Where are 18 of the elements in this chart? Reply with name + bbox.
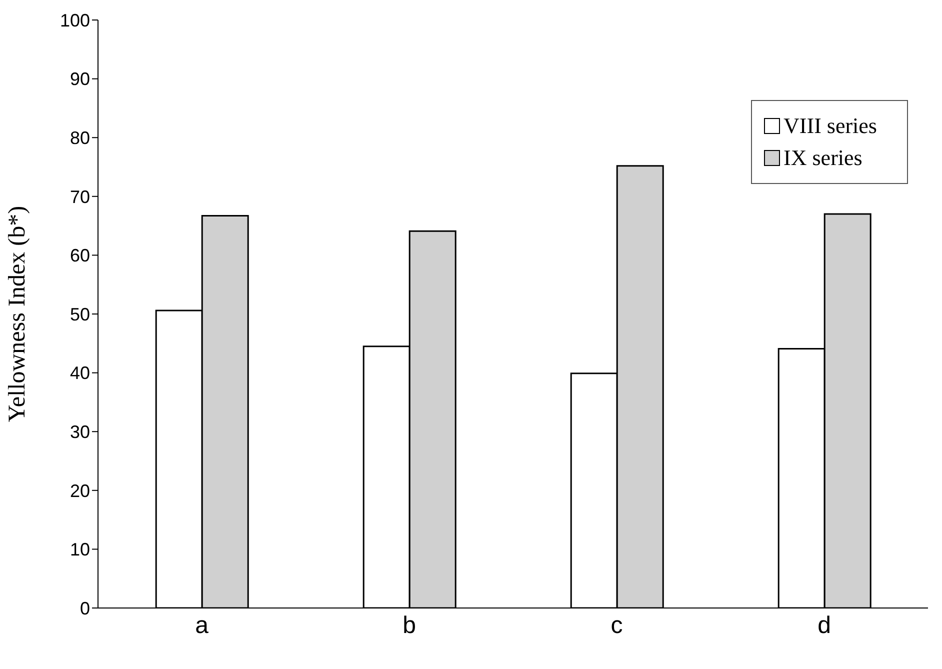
x-tick-label: c (610, 612, 623, 640)
x-tick-label: a (195, 612, 210, 640)
y-tick-label: 20 (70, 480, 90, 501)
y-tick-label: 50 (70, 304, 90, 324)
y-tick-label: 30 (70, 422, 90, 442)
y-tick-label: 70 (70, 186, 90, 207)
y-tick-label: 10 (70, 540, 90, 560)
x-tick-label: d (818, 612, 831, 640)
y-tick-label: 90 (70, 69, 90, 90)
x-tick-label: b (402, 612, 416, 640)
y-tick-label: 40 (70, 363, 90, 384)
y-tick-label: 100 (60, 10, 90, 30)
y-tick-label: 0 (80, 598, 90, 618)
y-axis-title: Yellowness Index (b*) (4, 206, 31, 422)
legend-label: IX series (784, 145, 862, 171)
y-tick-label: 60 (70, 246, 90, 266)
legend-label: VIII series (784, 113, 877, 139)
y-tick-label: 80 (70, 128, 90, 148)
